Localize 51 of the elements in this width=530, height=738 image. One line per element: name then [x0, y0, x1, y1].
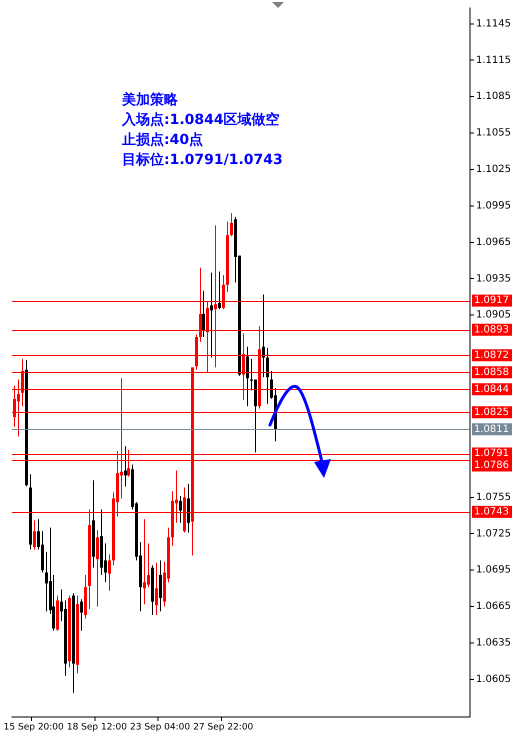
candlestick	[96, 530, 99, 608]
candlestick	[108, 554, 111, 592]
ref-line-label: 1.0872	[474, 350, 509, 361]
annotation: 入场点:1.0844区域做空	[122, 110, 281, 130]
x-tick-label: 27 Sep 22:00	[193, 722, 254, 733]
y-tick-label: 1.1055	[476, 128, 511, 139]
candlestick	[45, 551, 48, 612]
ref-line-label: 1.0811	[474, 424, 509, 435]
candlestick	[262, 294, 265, 378]
candlestick	[218, 270, 221, 310]
y-tick-label: 1.0635	[476, 638, 511, 649]
ref-line-label: 1.0825	[474, 406, 509, 418]
candlestick	[33, 520, 36, 550]
ref-line-label: 1.0858	[474, 366, 509, 378]
candlestick	[202, 290, 205, 338]
candlestick	[155, 562, 158, 616]
y-tick-label: 1.0605	[476, 674, 511, 685]
ref-line-label: 1.0917	[474, 295, 509, 306]
annotation: 美加策略	[122, 90, 179, 110]
y-tick-label: 1.0995	[476, 200, 511, 212]
y-tick-label: 1.0755	[476, 492, 511, 503]
candlestick	[246, 346, 249, 407]
y-tick-label: 1.0725	[476, 528, 511, 540]
ref-line-label: 1.0893	[474, 324, 509, 336]
y-tick-label: 1.1085	[476, 91, 511, 102]
y-tick-label: 1.1025	[476, 164, 511, 176]
y-tick-label: 1.0935	[476, 273, 511, 284]
candlestick	[179, 496, 182, 524]
ref-line-label: 1.0743	[474, 506, 509, 518]
ref-line-label: 1.0791	[474, 448, 509, 460]
x-tick-label: 23 Sep 04:00	[130, 722, 190, 733]
candlestick	[147, 542, 150, 588]
y-tick-label: 1.0665	[476, 601, 511, 612]
ref-line-label: 1.0844	[474, 384, 509, 395]
candlestick	[210, 272, 213, 358]
ref-line-label: 1.0786	[474, 460, 509, 472]
y-tick-label: 1.1145	[476, 18, 511, 30]
candlestick	[159, 560, 162, 612]
candlestick	[230, 212, 233, 237]
candlestick	[124, 446, 127, 487]
y-tick-label: 1.0965	[476, 236, 511, 248]
x-tick-label: 15 Sep 20:00	[4, 722, 64, 733]
y-tick-label: 1.1115	[476, 54, 511, 66]
candlestick	[80, 598, 83, 632]
annotation: 目标位:1.0791/1.0743	[122, 151, 283, 170]
y-tick-label: 1.0695	[476, 564, 511, 576]
y-tick-label: 1.0905	[476, 310, 511, 321]
candlestick	[143, 518, 146, 605]
annotation: 止损点:40点	[122, 131, 204, 150]
x-tick-label: 18 Sep 12:00	[66, 722, 128, 733]
candlestick	[266, 347, 269, 404]
